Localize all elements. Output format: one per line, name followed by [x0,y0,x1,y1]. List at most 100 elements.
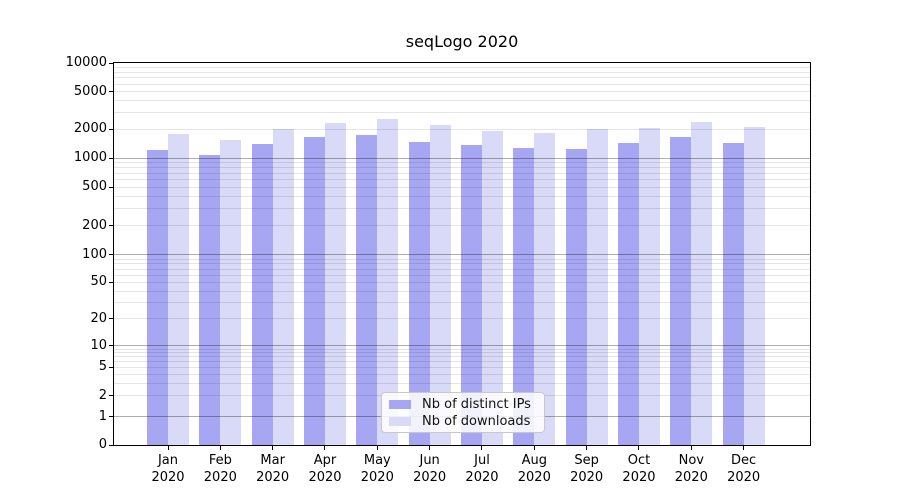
y-tick-mark [109,254,113,256]
x-tick-mark [743,446,745,450]
gridline-minor [114,274,810,276]
bar-downloads [272,129,294,445]
x-tick-month: Jun [419,453,440,468]
gridline-minor [114,290,810,292]
y-tick-mark [109,186,113,188]
x-tick-label: Jan 2020 [140,452,196,486]
bar-downloads [586,129,608,445]
x-tick-month: Feb [208,453,232,468]
x-tick-year: 2020 [674,470,708,485]
gridline-minor [114,71,810,73]
y-tick-label: 2000 [73,121,107,137]
y-tick-mark [109,128,113,130]
bar-downloads [377,119,399,445]
gridline-minor [114,166,810,168]
y-tick-label: 1000 [73,150,107,165]
gridline-minor [114,366,810,368]
y-tick-mark [109,225,113,227]
bar-distinct-ips [460,145,482,445]
bar-downloads [220,139,242,445]
gridline-minor [114,77,810,79]
x-tick-month: Nov [678,453,704,468]
x-tick-mark [690,446,692,450]
x-tick-label: Jun 2020 [402,452,458,486]
x-tick-year: 2020 [570,470,604,485]
x-tick-month: Oct [627,453,651,468]
x-tick-month: May [363,453,391,468]
x-tick-mark [533,446,535,450]
bar-distinct-ips [722,142,744,445]
bar-downloads [743,126,765,445]
x-tick-mark [376,446,378,450]
y-tick-mark [109,62,113,64]
y-tick-label: 5000 [73,83,107,99]
bar-downloads [638,128,660,445]
x-tick-label: Mar 2020 [245,452,301,486]
y-tick-mark [109,366,113,368]
bar-distinct-ips [251,143,273,445]
gridline-minor [114,172,810,174]
y-tick-mark [109,157,113,159]
gridline-minor [114,112,810,114]
gridline-minor [114,91,810,93]
legend-row-downloads: Nb of downloads [382,413,544,430]
bar-distinct-ips [565,149,587,445]
y-tick-mark [109,395,113,397]
bar-downloads [168,133,189,445]
legend-row-distinct-ips: Nb of distinct IPs [382,396,544,413]
x-tick-year: 2020 [151,470,185,485]
bar-downloads [534,133,556,445]
gridline-minor [114,382,810,384]
gridline-minor [114,318,810,320]
y-tick-label: 5 [98,359,107,375]
x-tick-label: Nov 2020 [663,452,719,486]
gridline-minor [114,373,810,375]
legend: Nb of distinct IPs Nb of downloads [381,392,545,433]
y-tick-mark [109,91,113,93]
x-tick-month: Jul [474,453,490,468]
x-tick-mark [429,446,431,450]
x-tick-label: Oct 2020 [611,452,667,486]
x-tick-mark [586,446,588,450]
gridline-minor [114,302,810,304]
plot-area [114,63,810,445]
x-tick-year: 2020 [360,470,394,485]
x-tick-mark [638,446,640,450]
gridline-minor [114,352,810,354]
bar-distinct-ips [670,136,692,445]
x-tick-label: Feb 2020 [192,452,248,486]
gridline-minor [114,100,810,102]
y-tick-label: 2 [98,387,107,403]
gridline-minor [114,196,810,198]
x-tick-month: Dec [731,453,757,468]
gridline-minor [114,356,810,358]
x-tick-mark [481,446,483,450]
legend-label-distinct-ips: Nb of distinct IPs [422,397,531,412]
x-tick-mark [272,446,274,450]
x-tick-year: 2020 [308,470,342,485]
bar-distinct-ips [199,154,221,445]
x-tick-mark [219,446,221,450]
bar-downloads [691,121,713,445]
bar-downloads [481,130,503,445]
gridline-minor [114,258,810,260]
x-tick-label: Jul 2020 [454,452,510,486]
x-tick-year: 2020 [517,470,551,485]
x-tick-mark [324,446,326,450]
y-tick-label: 10000 [65,55,107,70]
gridline-minor [114,128,810,130]
gridline-minor [114,281,810,283]
x-tick-month: Apr [313,453,337,468]
x-tick-label: May 2020 [349,452,405,486]
x-tick-year: 2020 [465,470,499,485]
gridline-minor [114,361,810,363]
x-tick-label: Dec 2020 [716,452,772,486]
y-tick-label: 10 [90,337,107,353]
y-tick-label: 1 [98,408,107,424]
x-tick-month: Mar [260,453,285,468]
y-tick-mark [109,345,113,347]
bar-distinct-ips [617,142,639,445]
gridline-minor [114,83,810,85]
y-tick-label: 50 [90,274,107,290]
